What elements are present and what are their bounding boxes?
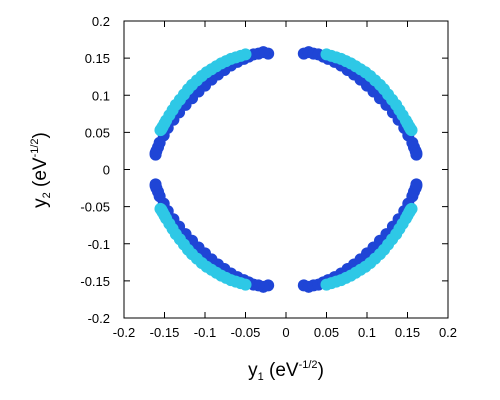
- y-axis-title-sub: 2: [41, 192, 53, 198]
- x-axis-title: y1 (eV-1/2): [248, 359, 324, 383]
- x-axis-title-close: ): [318, 360, 324, 381]
- data-point-inner-points: [405, 124, 418, 137]
- data-point-inner-points: [154, 124, 167, 137]
- y-tick-label: 0.05: [85, 125, 110, 140]
- data-point-outer-points: [410, 178, 423, 191]
- x-tick-label: 0.2: [439, 325, 457, 340]
- y-tick-label: 0.1: [92, 88, 110, 103]
- x-tick-label: 0.1: [358, 325, 376, 340]
- x-tick-label: -0.1: [194, 325, 216, 340]
- y-tick-label: 0.15: [85, 51, 110, 66]
- x-tick-label: 0.15: [395, 325, 420, 340]
- data-point-outer-points: [410, 148, 423, 161]
- y-tick-label: 0.2: [92, 14, 110, 29]
- data-point-inner-points: [154, 202, 167, 215]
- data-point-inner-points: [405, 202, 418, 215]
- axis-ticks: -0.2 -0.15 -0.1 -0.05 0 0.05 0.1 0.15 0.2 0.2 0.15…: [80, 14, 457, 340]
- x-axis-title-unit: (eV: [264, 360, 299, 381]
- x-tick-label: 0.05: [314, 325, 339, 340]
- y-axis-title-main: y: [30, 198, 51, 208]
- y-tick-label: -0.1: [88, 237, 110, 252]
- x-axis-title-main: y: [248, 360, 258, 381]
- x-axis-title-sub: 1: [258, 371, 264, 383]
- y-tick-label: -0.05: [80, 200, 110, 215]
- y-tick-label: -0.2: [88, 311, 110, 326]
- data-point-outer-points: [149, 148, 162, 161]
- data-points: [149, 46, 423, 293]
- x-tick-label: -0.05: [231, 325, 261, 340]
- x-tick-label: -0.15: [150, 325, 180, 340]
- y-tick-label: 0: [103, 163, 110, 178]
- y-axis-title: y2 (eV-1/2): [29, 132, 53, 208]
- x-tick-label: 0: [282, 325, 289, 340]
- y-axis-title-unit: (eV: [30, 157, 51, 192]
- data-point-outer-points: [149, 178, 162, 191]
- y-axis-title-sup: -1/2: [29, 138, 41, 157]
- y-axis-title-close: ): [30, 132, 51, 138]
- x-axis-title-sup: -1/2: [299, 359, 318, 371]
- x-tick-label: -0.2: [113, 325, 135, 340]
- plot-frame: [123, 20, 449, 319]
- y-tick-label: -0.15: [80, 274, 110, 289]
